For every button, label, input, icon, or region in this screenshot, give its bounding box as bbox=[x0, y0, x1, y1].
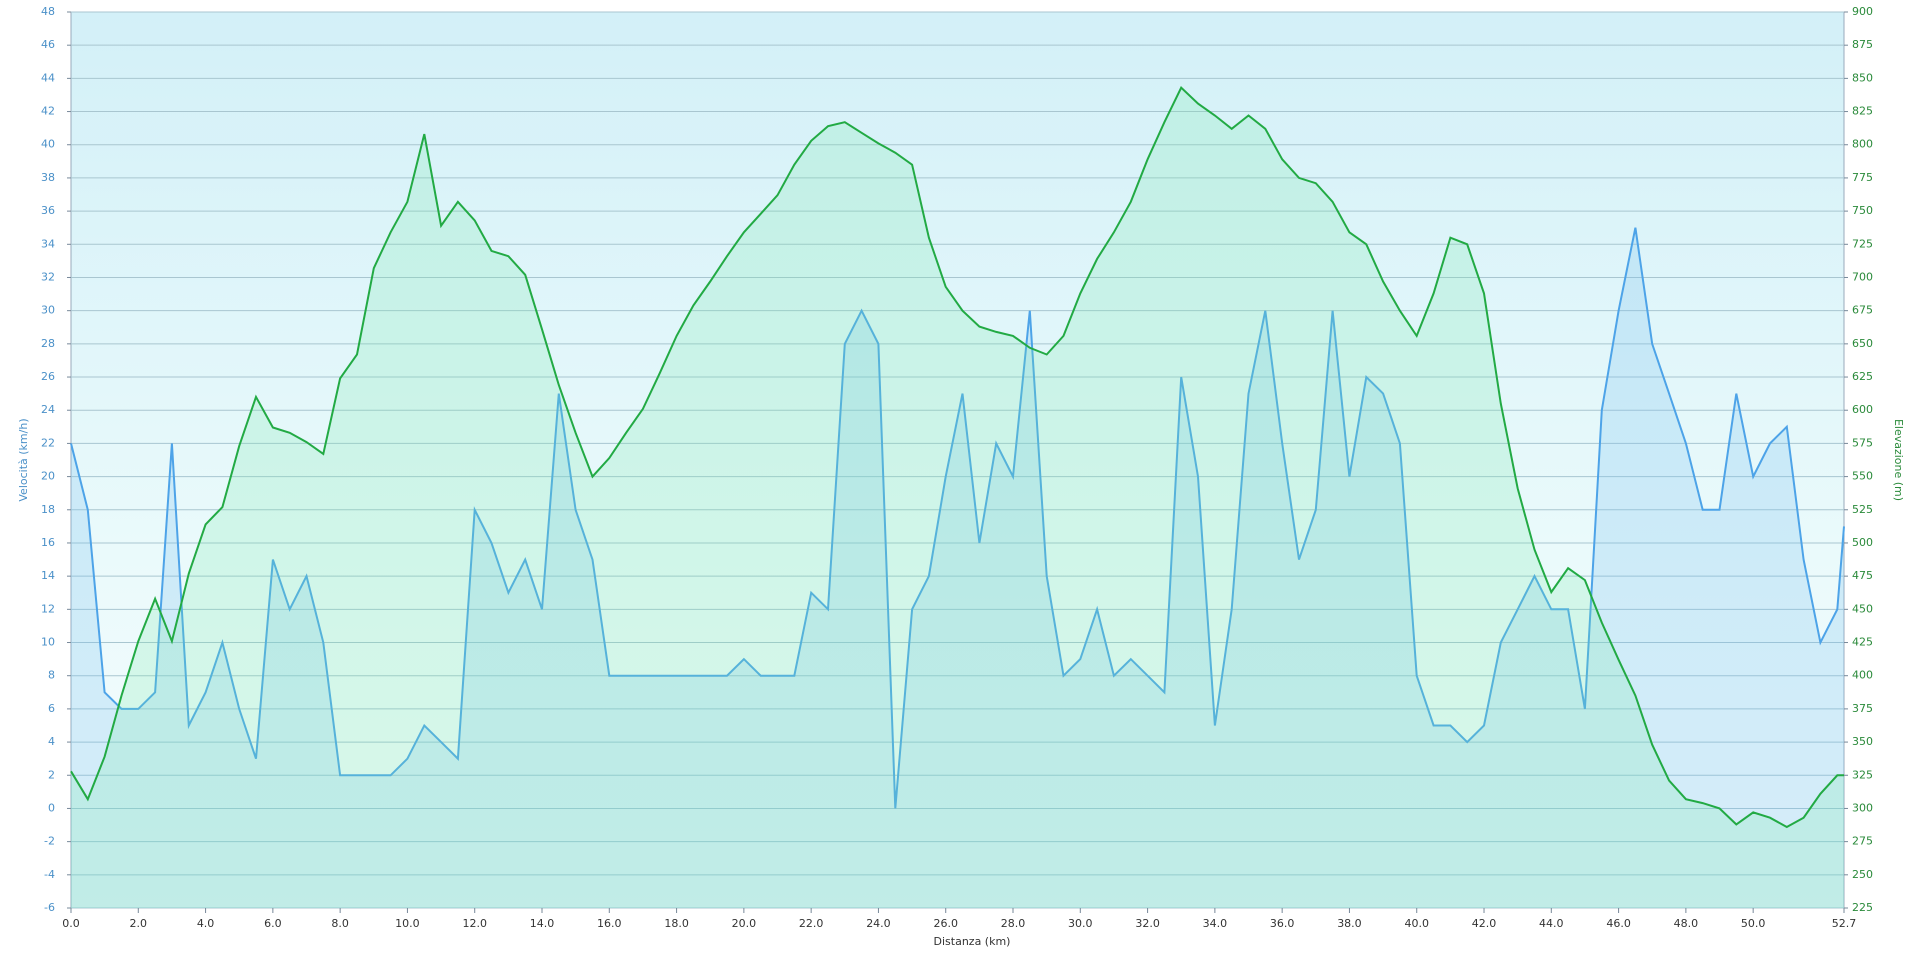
y-tick-label: 26 bbox=[41, 370, 55, 383]
x-tick-label: 8.0 bbox=[331, 917, 349, 930]
x-tick-label: 4.0 bbox=[197, 917, 215, 930]
y-tick-label: 32 bbox=[41, 270, 55, 283]
y-tick-label: 38 bbox=[41, 171, 55, 184]
x-tick-label: 26.0 bbox=[933, 917, 958, 930]
y-tick-label: -4 bbox=[44, 868, 55, 881]
y-tick-label: 22 bbox=[41, 436, 55, 449]
x-tick-label: 6.0 bbox=[264, 917, 282, 930]
x-tick-label: 42.0 bbox=[1472, 917, 1497, 930]
y2-tick-label: 725 bbox=[1852, 237, 1873, 250]
series-area bbox=[71, 87, 1844, 908]
x-tick-label: 16.0 bbox=[597, 917, 622, 930]
y-tick-label: 12 bbox=[41, 602, 55, 615]
y-tick-label: 4 bbox=[48, 735, 55, 748]
y-tick-label: 24 bbox=[41, 403, 55, 416]
y2-tick-label: 325 bbox=[1852, 768, 1873, 781]
y-tick-label: -2 bbox=[44, 835, 55, 848]
y-tick-label: 20 bbox=[41, 470, 55, 483]
y-axis-label: Velocità (km/h) bbox=[17, 418, 30, 501]
y2-tick-label: 825 bbox=[1852, 105, 1873, 118]
x-tick-label: 48.0 bbox=[1674, 917, 1699, 930]
y2-tick-label: 225 bbox=[1852, 901, 1873, 914]
y2-tick-label: 400 bbox=[1852, 669, 1873, 682]
x-tick-label: 34.0 bbox=[1203, 917, 1228, 930]
x-tick-label: 44.0 bbox=[1539, 917, 1564, 930]
x-axis-label: Distanza (km) bbox=[934, 935, 1011, 948]
y-tick-label: 42 bbox=[41, 105, 55, 118]
x-tick-label: 2.0 bbox=[130, 917, 148, 930]
y2-tick-label: 775 bbox=[1852, 171, 1873, 184]
x-tick-label: 40.0 bbox=[1404, 917, 1429, 930]
x-tick-label: 22.0 bbox=[799, 917, 824, 930]
x-tick-label: 32.0 bbox=[1135, 917, 1160, 930]
y-tick-label: 30 bbox=[41, 304, 55, 317]
y-tick-label: 0 bbox=[48, 801, 55, 814]
y2-tick-label: 425 bbox=[1852, 636, 1873, 649]
x-tick-label: 24.0 bbox=[866, 917, 891, 930]
x-tick-label: 20.0 bbox=[732, 917, 757, 930]
y2-tick-label: 875 bbox=[1852, 38, 1873, 51]
series-line bbox=[70, 86, 1844, 829]
y-tick-label: 28 bbox=[41, 337, 55, 350]
y-tick-label: 36 bbox=[41, 204, 55, 217]
y2-tick-label: 550 bbox=[1852, 470, 1873, 483]
y2-axis-label: Elevazione (m) bbox=[1892, 419, 1905, 501]
plot-area bbox=[70, 11, 1845, 909]
y-tick-label: 10 bbox=[41, 636, 55, 649]
y-tick-label: 34 bbox=[41, 237, 55, 250]
x-tick-label: 10.0 bbox=[395, 917, 420, 930]
y2-tick-label: 275 bbox=[1852, 835, 1873, 848]
series-line bbox=[70, 227, 1845, 809]
x-tick-label: 36.0 bbox=[1270, 917, 1295, 930]
y2-tick-label: 900 bbox=[1852, 5, 1873, 18]
x-tick-label: 52.7 bbox=[1832, 917, 1857, 930]
y2-tick-label: 800 bbox=[1852, 138, 1873, 151]
y2-tick-label: 250 bbox=[1852, 868, 1873, 881]
y2-tick-label: 850 bbox=[1852, 71, 1873, 84]
y-tick-label: 8 bbox=[48, 669, 55, 682]
y-tick-label: 40 bbox=[41, 138, 55, 151]
x-tick-label: 38.0 bbox=[1337, 917, 1362, 930]
y-tick-label: 16 bbox=[41, 536, 55, 549]
x-tick-label: 46.0 bbox=[1606, 917, 1631, 930]
y-tick-label: -6 bbox=[44, 901, 55, 914]
x-tick-label: 28.0 bbox=[1001, 917, 1026, 930]
y2-tick-label: 625 bbox=[1852, 370, 1873, 383]
x-tick-label: 50.0 bbox=[1741, 917, 1766, 930]
x-tick-label: 14.0 bbox=[530, 917, 555, 930]
y2-tick-label: 350 bbox=[1852, 735, 1873, 748]
y-tick-label: 18 bbox=[41, 503, 55, 516]
y2-tick-label: 600 bbox=[1852, 403, 1873, 416]
y2-tick-label: 500 bbox=[1852, 536, 1873, 549]
x-tick-label: 30.0 bbox=[1068, 917, 1093, 930]
y-tick-label: 2 bbox=[48, 768, 55, 781]
y2-tick-label: 475 bbox=[1852, 569, 1873, 582]
series-area bbox=[71, 227, 1844, 908]
x-tick-label: 18.0 bbox=[664, 917, 689, 930]
y2-tick-label: 675 bbox=[1852, 304, 1873, 317]
y-tick-label: 44 bbox=[41, 71, 55, 84]
y-tick-label: 46 bbox=[41, 38, 55, 51]
y2-tick-label: 450 bbox=[1852, 602, 1873, 615]
y2-tick-label: 575 bbox=[1852, 436, 1873, 449]
y2-tick-label: 750 bbox=[1852, 204, 1873, 217]
y2-tick-label: 525 bbox=[1852, 503, 1873, 516]
x-tick-label: 12.0 bbox=[462, 917, 487, 930]
y2-tick-label: 700 bbox=[1852, 270, 1873, 283]
y-tick-label: 14 bbox=[41, 569, 55, 582]
x-tick-label: 0.0 bbox=[62, 917, 80, 930]
y2-tick-label: 300 bbox=[1852, 801, 1873, 814]
y2-tick-label: 650 bbox=[1852, 337, 1873, 350]
y-tick-label: 6 bbox=[48, 702, 55, 715]
y-tick-label: 48 bbox=[41, 5, 55, 18]
y2-tick-label: 375 bbox=[1852, 702, 1873, 715]
